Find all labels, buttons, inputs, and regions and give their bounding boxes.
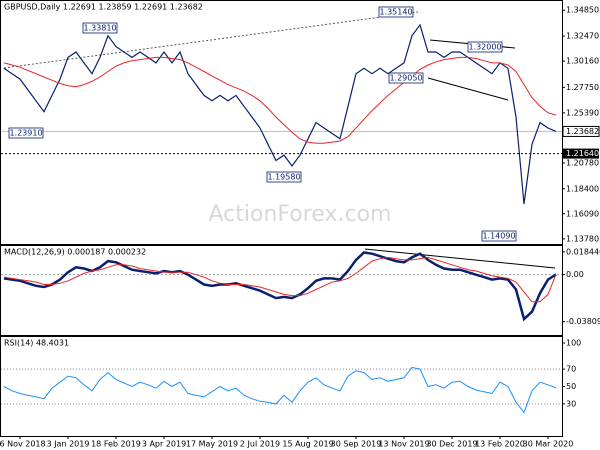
y-tick-label: 1.18400 — [566, 184, 599, 193]
watermark: ActionForex.com — [209, 202, 392, 227]
x-tick-label: 18 Feb 2019 — [91, 440, 141, 449]
y-tick-label: -0.038095 — [566, 317, 600, 326]
series-line — [3, 251, 557, 322]
y-tick-label: 1.34850 — [566, 6, 599, 15]
annotation: 1.23910 — [9, 129, 42, 138]
price-box — [562, 125, 600, 137]
annotation-box — [388, 72, 424, 84]
series-line — [3, 256, 557, 303]
y-tick-label: 1.32470 — [566, 32, 599, 41]
channel-line — [427, 77, 509, 101]
annotation-box — [82, 22, 118, 34]
level-box — [563, 148, 599, 159]
y-tick-label: 30 — [566, 399, 576, 408]
annotation: 1.32000 — [468, 43, 501, 52]
level-label: 1.21640 — [566, 149, 599, 158]
price-label: 1.23682 — [566, 127, 599, 136]
trend-line — [3, 11, 419, 69]
annotation: 1.19580 — [267, 173, 300, 182]
series-line — [3, 23, 557, 205]
annotation: 1.14090 — [482, 232, 515, 241]
annotation: 1.33810 — [83, 24, 116, 33]
x-tick-label: 16 Nov 2018 — [0, 440, 46, 449]
x-tick-label: 13 Nov 2019 — [378, 440, 429, 449]
series-line — [3, 366, 557, 414]
series-line — [3, 56, 557, 144]
y-tick-label: 1.13780 — [566, 234, 599, 243]
annotation-box — [8, 127, 44, 139]
price-title: GBPUSD,Daily 1.22691 1.23859 1.22691 1.2… — [4, 3, 203, 12]
y-tick-label: 1.16090 — [566, 209, 599, 218]
annotation-box — [378, 6, 414, 18]
macd-panel — [0, 245, 563, 336]
x-tick-label: 17 May 2019 — [186, 440, 238, 449]
price-panel — [0, 0, 563, 245]
rsi-title: RSI(14) 48.4031 — [4, 339, 69, 348]
x-tick-label: 30 Dec 2019 — [426, 440, 477, 449]
x-tick-label: 30 Sep 2019 — [331, 440, 382, 449]
y-tick-label: 1.30160 — [566, 57, 599, 66]
y-tick-label: 1.25390 — [566, 108, 599, 117]
x-tick-label: 3 Apr 2019 — [142, 440, 186, 449]
annotation: 1.35140 — [379, 8, 412, 17]
annotation-box — [467, 41, 503, 53]
macd-title: MACD(12,26,9) 0.000187 0.000232 — [4, 248, 146, 257]
y-tick-label: 100 — [566, 339, 581, 348]
annotation: 1.29050 — [389, 74, 422, 83]
x-tick-label: 15 Aug 2019 — [282, 440, 333, 449]
y-tick-label: 1.20780 — [566, 158, 599, 167]
y-tick-label: 0.00 — [566, 270, 584, 279]
x-tick-label: 13 Feb 2020 — [475, 440, 525, 449]
y-tick-label: 50 — [566, 382, 576, 391]
x-tick-label: 3 Jan 2019 — [47, 440, 90, 449]
x-tick-label: 2 Jul 2019 — [240, 440, 280, 449]
y-tick-label: 1.27750 — [566, 83, 599, 92]
annotation-box — [266, 171, 302, 183]
y-tick-label: 70 — [566, 365, 576, 374]
x-tick-label: 30 Mar 2020 — [523, 440, 574, 449]
macd-trend-line — [364, 248, 556, 269]
annotation-box — [481, 230, 517, 242]
